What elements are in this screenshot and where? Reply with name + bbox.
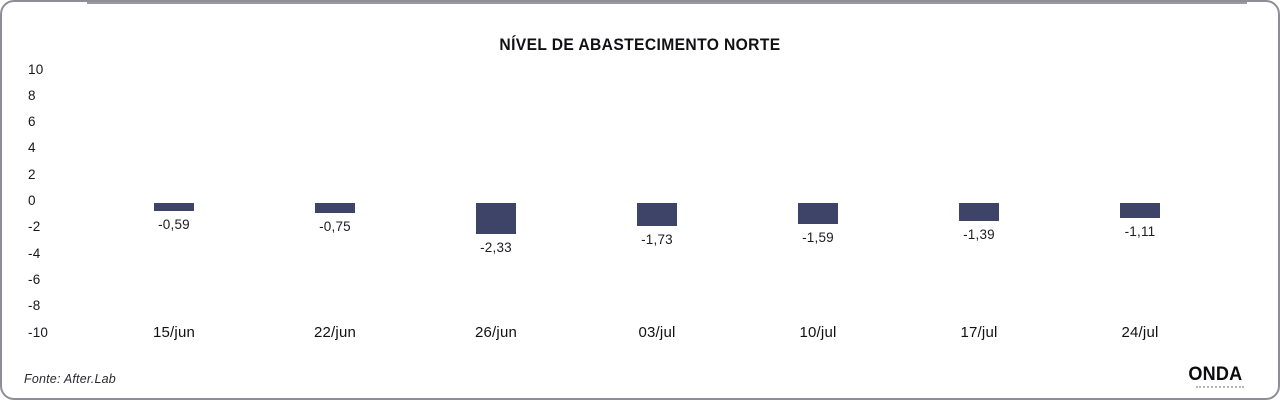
x-axis-label: 15/jun [152, 324, 196, 341]
bar-value-label: -0,75 [319, 218, 351, 234]
y-tick-label: 6 [28, 114, 36, 130]
y-tick-label: -2 [28, 219, 41, 235]
bar-value-label: -0,59 [158, 216, 190, 232]
bar [476, 203, 516, 234]
x-axis-label: 17/jul [960, 324, 998, 341]
brand-tagline-line [1196, 386, 1244, 388]
x-axis-label: 10/jul [799, 324, 837, 341]
y-tick-label: -6 [28, 271, 41, 287]
bar [154, 203, 194, 211]
bar-value-label: -1,39 [963, 227, 995, 243]
brand-logo: ONDA [1187, 365, 1244, 388]
bar-value-label: -1,11 [1124, 223, 1156, 239]
x-axis-label: 26/jun [474, 324, 518, 341]
brand-name: ONDA [1188, 364, 1243, 385]
bar [798, 203, 838, 224]
bar [959, 203, 999, 222]
y-tick-label: -10 [28, 324, 49, 340]
x-axis-label: 22/jun [313, 324, 357, 341]
bar [637, 203, 677, 226]
y-tick-label: 4 [28, 140, 36, 156]
bar-value-label: -1,59 [802, 229, 834, 245]
y-tick-label: 0 [28, 193, 36, 208]
bar-value-label: -1,73 [641, 231, 673, 247]
chart-title: NÍVEL DE ABASTECIMENTO NORTE [499, 35, 781, 54]
bar-value-label: -2,33 [480, 239, 512, 255]
x-axis-line [87, 2, 1247, 4]
y-tick-label: 8 [28, 87, 36, 103]
y-tick-label: -4 [28, 245, 41, 261]
bar [1120, 203, 1160, 218]
y-tick-label: 10 [28, 61, 44, 77]
source-note: Fonte: After.Lab [24, 372, 116, 386]
y-tick-label: 2 [28, 166, 36, 182]
y-tick-label: -8 [28, 298, 41, 314]
x-axis-label: 03/jul [638, 324, 676, 341]
x-axis-label: 24/jul [1121, 324, 1159, 341]
bar [315, 203, 355, 213]
